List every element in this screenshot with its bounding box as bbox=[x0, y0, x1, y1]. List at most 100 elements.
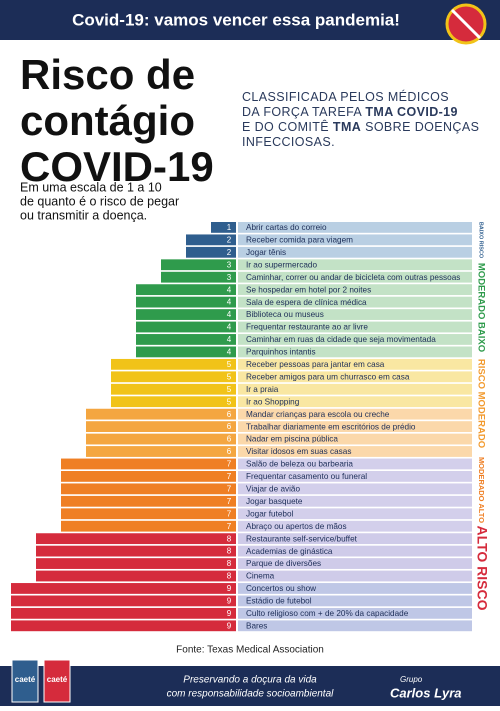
description-segment: E DO COMITÊ bbox=[242, 119, 333, 134]
description-line: CLASSIFICADA PELOS MÉDICOS bbox=[242, 89, 449, 104]
bar bbox=[136, 284, 236, 296]
bar bbox=[11, 595, 236, 607]
slogan: Preservando a doçura da vida bbox=[183, 675, 317, 686]
label-panel bbox=[238, 483, 472, 495]
value-label: 2 bbox=[227, 235, 232, 244]
subtitle-line: ou transmitir a doença. bbox=[20, 208, 147, 222]
bar bbox=[86, 408, 236, 420]
category-label: Jogar futebol bbox=[246, 509, 294, 518]
bar bbox=[36, 545, 236, 557]
value-label: 7 bbox=[227, 522, 232, 531]
label-panel bbox=[238, 495, 472, 507]
subtitle-line: de quanto é o risco de pegar bbox=[20, 194, 179, 208]
value-label: 9 bbox=[227, 609, 232, 618]
label-panel bbox=[238, 321, 472, 333]
value-label: 7 bbox=[227, 484, 232, 493]
label-panel bbox=[238, 271, 472, 283]
value-label: 4 bbox=[227, 323, 232, 332]
category-label: Frequentar casamento ou funeral bbox=[246, 472, 367, 481]
label-panel bbox=[238, 284, 472, 296]
label-panel bbox=[238, 520, 472, 532]
product-pack bbox=[43, 659, 71, 703]
bar bbox=[161, 271, 236, 283]
title-line: contágio bbox=[20, 97, 195, 144]
bar bbox=[111, 396, 236, 408]
title-line: Risco de bbox=[20, 51, 195, 98]
value-label: 3 bbox=[227, 260, 232, 269]
description-segment: INFECCIOSAS. bbox=[242, 135, 335, 149]
label-panel bbox=[238, 545, 472, 557]
bar bbox=[136, 296, 236, 308]
bar bbox=[111, 358, 236, 370]
category-label: Ir a praia bbox=[246, 385, 279, 394]
category-label: Trabalhar diariamente em escritórios de … bbox=[246, 422, 416, 431]
category-label: Culto religioso com + de 20% da capacida… bbox=[246, 609, 409, 618]
value-label: 9 bbox=[227, 584, 232, 593]
value-label: 1 bbox=[227, 223, 232, 232]
category-label: Parque de diversões bbox=[246, 559, 321, 568]
value-label: 8 bbox=[227, 572, 232, 581]
label-panel bbox=[238, 421, 472, 432]
label-panel bbox=[238, 234, 472, 246]
description-segment: TMA COVID-19 bbox=[365, 105, 458, 119]
bar bbox=[61, 495, 236, 507]
header-title: Covid-19: vamos vencer essa pandemia! bbox=[72, 10, 400, 29]
brand-small: Grupo bbox=[400, 675, 423, 684]
category-label: Frequentar restaurante ao ar livre bbox=[246, 323, 368, 332]
value-label: 6 bbox=[227, 435, 232, 444]
title-line: COVID-19 bbox=[20, 143, 214, 190]
label-panel bbox=[238, 222, 472, 233]
category-label: Mandar crianças para escola ou creche bbox=[246, 410, 390, 419]
value-label: 5 bbox=[227, 372, 232, 381]
value-label: 6 bbox=[227, 447, 232, 456]
value-label: 4 bbox=[227, 310, 232, 319]
bar bbox=[11, 607, 236, 619]
label-panel bbox=[238, 396, 472, 408]
header-bar bbox=[0, 0, 500, 40]
value-label: 6 bbox=[227, 410, 232, 419]
risk-band-label: MODERADO BAIXO bbox=[475, 263, 486, 352]
category-label: Bares bbox=[246, 621, 267, 630]
bar bbox=[61, 483, 236, 495]
category-label: Cinema bbox=[246, 572, 275, 581]
category-label: Salão de beleza ou barbearia bbox=[246, 460, 353, 469]
product-name: caeté bbox=[47, 675, 68, 684]
badge-strike bbox=[450, 8, 482, 40]
category-label: Caminhar em ruas da cidade que seja movi… bbox=[246, 335, 436, 344]
brand: Carlos Lyra bbox=[390, 685, 462, 700]
description-line: DA FORÇA TAREFA TMA COVID-19 bbox=[242, 105, 458, 119]
risk-band-label: RISCO MODERADO bbox=[475, 359, 486, 448]
category-label: Abraço ou apertos de mãos bbox=[246, 522, 347, 531]
value-label: 4 bbox=[227, 285, 232, 294]
label-panel bbox=[238, 408, 472, 420]
bar bbox=[161, 259, 236, 271]
label-panel bbox=[238, 433, 472, 445]
bar bbox=[36, 558, 236, 569]
bar bbox=[86, 446, 236, 457]
category-label: Concertos ou show bbox=[246, 584, 316, 593]
bar bbox=[136, 346, 236, 358]
category-label: Academias de ginástica bbox=[246, 547, 333, 556]
value-label: 7 bbox=[227, 509, 232, 518]
label-panel bbox=[238, 570, 472, 582]
bar bbox=[86, 433, 236, 445]
risk-band-label: BAIXO RISCO bbox=[478, 222, 484, 259]
category-label: Viajar de avião bbox=[246, 485, 300, 494]
category-label: Nadar em piscina pública bbox=[246, 435, 338, 444]
bar bbox=[86, 421, 236, 432]
bar bbox=[61, 471, 236, 482]
category-label: Jogar basquete bbox=[246, 497, 303, 506]
category-label: Abrir cartas do correio bbox=[246, 223, 327, 232]
category-label: Visitar idosos em suas casas bbox=[246, 447, 351, 456]
label-panel bbox=[238, 446, 472, 457]
description-line: E DO COMITÊ TMA SOBRE DOENÇAS bbox=[242, 119, 479, 134]
description-line: INFECCIOSAS. bbox=[242, 135, 335, 149]
category-label: Receber amigos para um churrasco em casa bbox=[246, 372, 410, 381]
category-label: Jogar tênis bbox=[246, 248, 286, 257]
bar bbox=[61, 508, 236, 520]
category-label: Caminhar, correr ou andar de bicicleta c… bbox=[246, 273, 460, 282]
value-label: 4 bbox=[227, 298, 232, 307]
description-segment: CLASSIFICADA PELOS MÉDICOS bbox=[242, 89, 449, 104]
